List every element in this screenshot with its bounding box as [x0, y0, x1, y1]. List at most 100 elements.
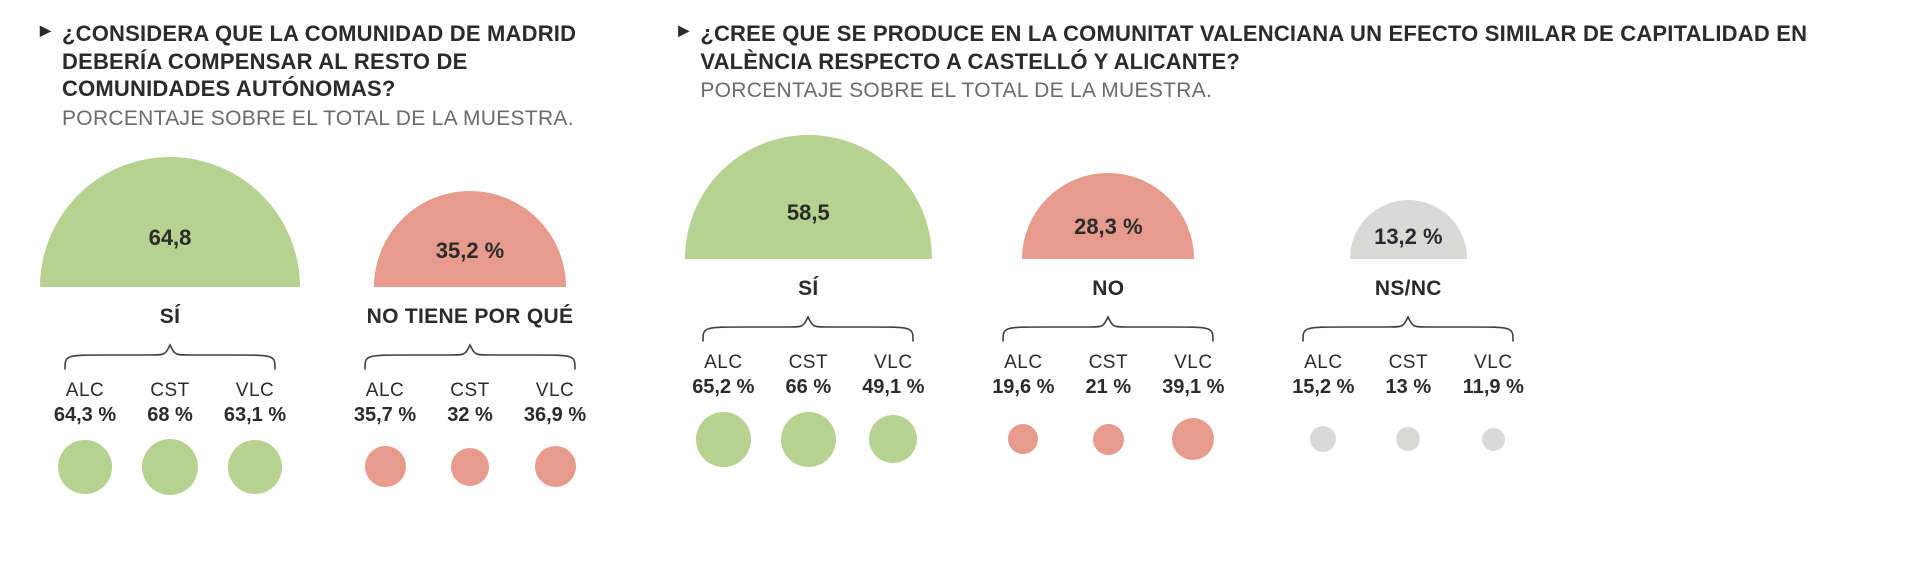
bubble: [58, 440, 112, 494]
city-code: ALC: [366, 380, 404, 402]
brace-icon: [693, 315, 923, 345]
bubble: [869, 415, 917, 463]
city-value: 68 %: [147, 404, 193, 427]
city-code: ALC: [66, 380, 104, 402]
city-code: CST: [450, 380, 490, 402]
brace-icon: [993, 315, 1223, 345]
bubble-cell: [130, 439, 210, 495]
dome-value: 28,3 %: [1074, 214, 1143, 240]
bubble-row: [983, 409, 1233, 469]
city-code: CST: [789, 352, 829, 374]
dome: 35,2 %: [374, 191, 566, 287]
bubble: [451, 448, 489, 486]
city-code: CST: [1089, 352, 1129, 374]
dome-wrap: 13,2 %: [1278, 129, 1538, 259]
dome-wrap: 35,2 %: [340, 157, 600, 287]
city-value: 64,3 %: [54, 404, 116, 427]
dome-value: 64,8: [149, 225, 192, 251]
city-value: 21 %: [1086, 376, 1132, 399]
brace-icon: [355, 343, 585, 373]
bubble: [1310, 426, 1336, 452]
dome-wrap: 64,8: [40, 157, 300, 287]
city-code: ALC: [1304, 352, 1342, 374]
city-code: VLC: [1474, 352, 1512, 374]
panel-1: ¿CREE QUE SE PRODUCE EN LA COMUNITAT VAL…: [678, 20, 1875, 497]
city-cell: VLC49,1 %: [853, 352, 933, 399]
segment-label: NS/NC: [1375, 277, 1442, 301]
bubble: [1482, 428, 1505, 451]
bubble: [1008, 424, 1038, 454]
bubble-cell: [215, 440, 295, 494]
brace: [993, 301, 1223, 350]
city-value: 15,2 %: [1292, 376, 1354, 399]
bubble: [781, 412, 836, 467]
cities-row: ALC64,3 % CST68 % VLC63,1 %: [45, 380, 295, 427]
city-cell: ALC15,2 %: [1283, 352, 1363, 399]
city-value: 35,7 %: [354, 404, 416, 427]
bubble: [365, 446, 406, 487]
brace: [355, 329, 585, 378]
city-code: ALC: [1004, 352, 1042, 374]
city-cell: ALC35,7 %: [345, 380, 425, 427]
city-code: CST: [150, 380, 190, 402]
city-cell: CST32 %: [430, 380, 510, 427]
segment: 64,8 SÍ ALC64,3 % CST68 % VLC63,1 %: [40, 157, 300, 497]
bubble-cell: [1153, 418, 1233, 460]
bubble: [696, 412, 751, 467]
bubble-cell: [768, 412, 848, 467]
segment: 28,3 %NO ALC19,6 %CST21 %VLC39,1 %: [978, 129, 1238, 469]
city-cell: ALC65,2 %: [683, 352, 763, 399]
dome: 58,5: [685, 135, 932, 259]
city-value: 32 %: [447, 404, 493, 427]
cities-row: ALC35,7 %CST32 %VLC36,9 %: [345, 380, 595, 427]
city-value: 11,9 %: [1463, 376, 1524, 399]
city-cell: ALC64,3 %: [45, 380, 125, 427]
segment-label: NO TIENE POR QUÉ: [367, 305, 574, 329]
segment: 58,5SÍ ALC65,2 %CST66 %VLC49,1 %: [678, 129, 938, 469]
city-code: VLC: [236, 380, 274, 402]
dome: 13,2 %: [1350, 200, 1467, 259]
city-code: VLC: [536, 380, 574, 402]
bubble-cell: [1283, 426, 1363, 452]
city-value: 36,9 %: [524, 404, 586, 427]
bubble-cell: [983, 424, 1063, 454]
question-text: ¿CREE QUE SE PRODUCE EN LA COMUNITAT VAL…: [678, 20, 1875, 75]
dome-wrap: 28,3 %: [978, 129, 1238, 259]
dome: 28,3 %: [1022, 173, 1194, 259]
city-code: VLC: [1174, 352, 1212, 374]
bubble: [142, 439, 198, 495]
city-cell: CST21 %: [1068, 352, 1148, 399]
city-value: 39,1 %: [1162, 376, 1224, 399]
bubble-cell: [345, 446, 425, 487]
bubble-cell: [430, 448, 510, 486]
city-value: 66 %: [786, 376, 832, 399]
city-cell: VLC11,9 %: [1453, 352, 1533, 399]
panel-0: ¿CONSIDERA QUE LA COMUNIDAD DE MADRID DE…: [40, 20, 638, 497]
brace: [55, 329, 285, 378]
segment-label: NO: [1092, 277, 1124, 301]
bubble-cell: [1068, 424, 1148, 455]
city-value: 65,2 %: [692, 376, 754, 399]
city-code: ALC: [704, 352, 742, 374]
bubble: [1396, 427, 1420, 451]
dome-wrap: 58,5: [678, 129, 938, 259]
city-value: 49,1 %: [862, 376, 924, 399]
cities-row: ALC15,2 %CST13 %VLC11,9 %: [1283, 352, 1533, 399]
bubble: [1172, 418, 1214, 460]
city-cell: VLC63,1 %: [215, 380, 295, 427]
bubble-row: [683, 409, 933, 469]
question-subtitle: PORCENTAJE SOBRE EL TOTAL DE LA MUESTRA.: [62, 107, 638, 131]
city-value: 63,1 %: [224, 404, 286, 427]
segments-row: 58,5SÍ ALC65,2 %CST66 %VLC49,1 %28,3 %NO…: [678, 129, 1875, 469]
question-text: ¿CONSIDERA QUE LA COMUNIDAD DE MADRID DE…: [40, 20, 638, 103]
segment-label: SÍ: [798, 277, 818, 301]
bubble-row: [345, 437, 595, 497]
cities-row: ALC65,2 %CST66 %VLC49,1 %: [683, 352, 933, 399]
dome-value: 58,5: [787, 200, 830, 226]
city-cell: VLC36,9 %: [515, 380, 595, 427]
bubble-cell: [1453, 428, 1533, 451]
segment: 35,2 %NO TIENE POR QUÉ ALC35,7 %CST32 %V…: [340, 157, 600, 497]
dome-value: 13,2 %: [1374, 224, 1443, 250]
segment-label: SÍ: [160, 305, 180, 329]
city-cell: CST66 %: [768, 352, 848, 399]
